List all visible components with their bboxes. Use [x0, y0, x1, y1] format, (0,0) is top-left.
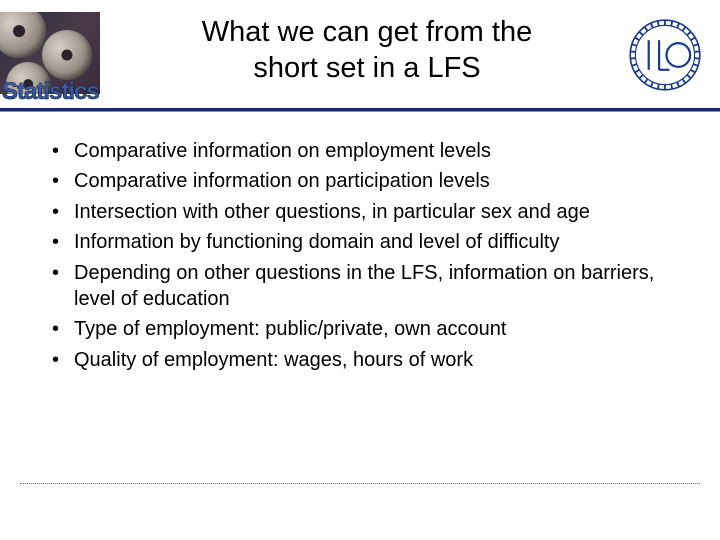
- list-item: Intersection with other questions, in pa…: [46, 199, 674, 225]
- gear-icon: [0, 12, 46, 58]
- statistics-label: Statistics: [2, 78, 99, 106]
- slide-header: Statistics What we can get from the shor…: [0, 0, 720, 110]
- list-item: Comparative information on participation…: [46, 168, 674, 194]
- gear-icon: [42, 30, 92, 80]
- list-item: Information by functioning domain and le…: [46, 229, 674, 255]
- list-item: Comparative information on employment le…: [46, 138, 674, 164]
- list-item: Quality of employment: wages, hours of w…: [46, 347, 674, 373]
- slide-title: What we can get from the short set in a …: [100, 8, 628, 87]
- title-line-1: What we can get from the: [202, 16, 532, 48]
- bullet-list: Comparative information on employment le…: [46, 138, 674, 373]
- footer-divider: [20, 483, 700, 484]
- title-line-2: short set in a LFS: [253, 52, 480, 84]
- slide-content: Comparative information on employment le…: [0, 110, 720, 373]
- list-item: Type of employment: public/private, own …: [46, 316, 674, 342]
- list-item: Depending on other questions in the LFS,…: [46, 260, 674, 313]
- header-divider: [0, 108, 720, 112]
- ilo-logo-icon: [628, 18, 702, 92]
